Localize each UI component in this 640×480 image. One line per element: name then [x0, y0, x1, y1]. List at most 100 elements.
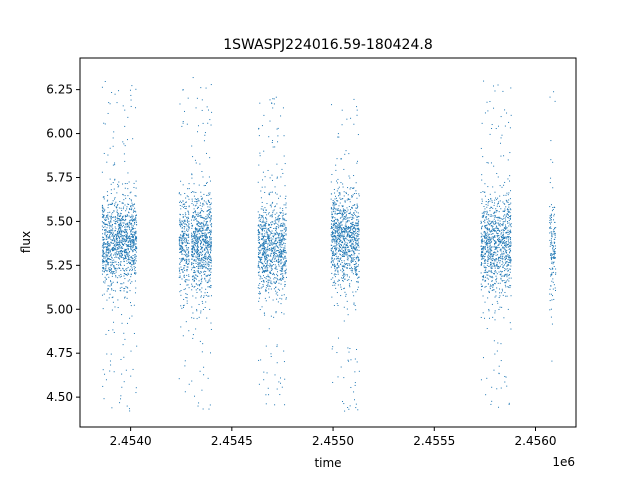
data-point [265, 262, 267, 264]
data-point [274, 252, 276, 254]
data-point [125, 224, 127, 226]
data-point [268, 229, 270, 231]
data-point [497, 197, 499, 199]
data-point [340, 295, 342, 297]
data-point [337, 212, 339, 214]
data-point [196, 266, 198, 267]
data-point [205, 221, 207, 223]
data-point [188, 279, 190, 281]
data-point [104, 234, 106, 236]
data-point [346, 199, 348, 201]
data-point [484, 260, 486, 262]
data-point [358, 256, 360, 258]
data-point [358, 258, 360, 260]
data-point [112, 248, 114, 250]
data-point [265, 224, 267, 226]
data-point [108, 267, 110, 269]
data-point [262, 221, 264, 223]
data-point [357, 230, 359, 232]
data-point [208, 261, 210, 263]
data-point [282, 257, 284, 259]
data-point [109, 230, 111, 232]
data-point [261, 238, 263, 240]
data-point [348, 249, 350, 251]
data-point [340, 243, 342, 245]
data-point [128, 211, 129, 213]
data-point [112, 239, 114, 241]
data-point [266, 233, 268, 235]
data-point [131, 241, 133, 243]
data-point [266, 254, 268, 256]
data-point [279, 195, 281, 197]
data-point [355, 240, 357, 242]
data-point [490, 225, 492, 227]
data-point [113, 240, 115, 242]
data-point [260, 220, 262, 222]
data-point [205, 235, 207, 237]
data-point [110, 284, 112, 286]
data-point [505, 251, 507, 253]
data-point [496, 258, 498, 260]
data-point [131, 207, 133, 209]
data-point [103, 281, 104, 283]
data-point [284, 245, 286, 247]
data-point [492, 236, 494, 238]
data-point [102, 233, 104, 235]
data-point [509, 271, 511, 273]
data-point [107, 244, 109, 246]
data-point [356, 348, 358, 350]
data-point [106, 261, 108, 263]
data-point [107, 217, 109, 219]
data-point [495, 225, 497, 227]
data-point [499, 217, 501, 219]
data-point [193, 252, 195, 254]
data-point [203, 225, 205, 227]
data-point [276, 273, 278, 275]
data-point [102, 252, 104, 254]
data-point [261, 248, 263, 250]
data-point [107, 204, 109, 206]
data-point [190, 222, 192, 224]
data-point [345, 212, 347, 214]
data-point [276, 176, 278, 178]
data-point [181, 260, 183, 262]
data-point [178, 270, 180, 272]
data-point [192, 337, 194, 339]
data-point [117, 247, 119, 249]
data-point [104, 246, 106, 248]
data-point [109, 268, 111, 270]
data-point [348, 226, 349, 228]
data-point [199, 202, 201, 204]
data-point [349, 348, 351, 350]
data-point [259, 224, 261, 226]
data-point [489, 248, 491, 250]
data-point [197, 258, 199, 260]
data-point [349, 249, 351, 251]
data-point [195, 259, 197, 261]
data-point [118, 223, 120, 225]
data-point [197, 264, 199, 266]
data-point [114, 247, 116, 249]
data-point [348, 234, 350, 236]
data-point [274, 239, 276, 241]
data-point [278, 235, 280, 237]
data-point [334, 264, 336, 266]
data-point [258, 164, 260, 166]
data-point [187, 256, 189, 258]
data-point [262, 179, 264, 181]
data-point [347, 347, 349, 349]
data-point [509, 229, 511, 231]
data-point [124, 296, 126, 298]
data-point [341, 216, 343, 218]
data-point [184, 192, 186, 194]
data-point [332, 227, 334, 229]
data-point [285, 207, 287, 209]
data-point [492, 230, 494, 232]
data-point [330, 266, 332, 268]
data-point [202, 235, 204, 237]
data-point [197, 212, 199, 214]
data-point [102, 204, 104, 206]
data-point [119, 214, 121, 216]
data-point [487, 262, 489, 264]
data-point [117, 218, 119, 220]
